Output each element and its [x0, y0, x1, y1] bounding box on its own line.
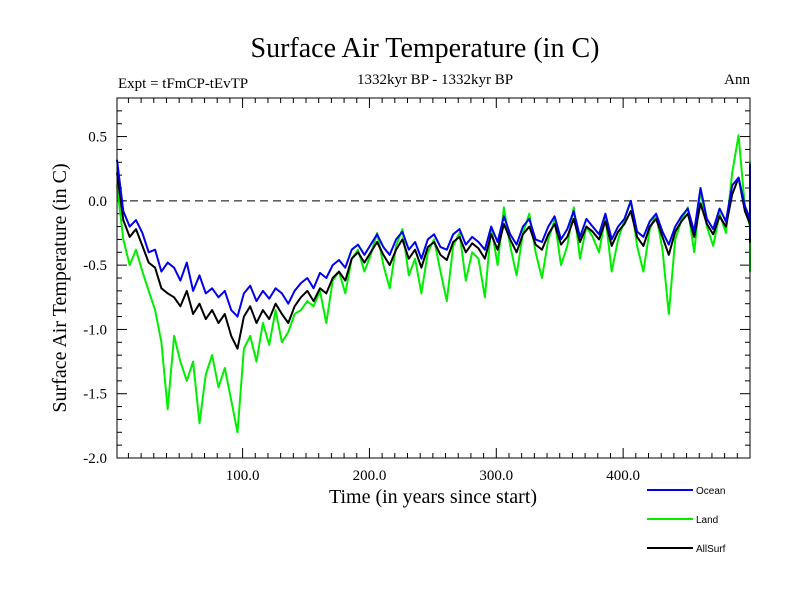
y-tick-label: -0.5	[83, 258, 107, 274]
series-lines	[116, 134, 751, 434]
series-line-land	[116, 134, 751, 434]
axis-tick-labels: 100.0 200.0 300.0 400.0 -2.0 -1.5 -1.0 -0.5 0.0 0…	[83, 130, 640, 484]
y-axis-label: Surface Air Temperature (in C)	[49, 163, 71, 412]
chart-title: Surface Air Temperature (in C)	[251, 33, 600, 64]
x-tick-label: 300.0	[479, 468, 513, 484]
plot-frame	[116, 97, 751, 459]
season-label: Ann	[724, 72, 750, 88]
y-tick-label: 0.5	[88, 130, 107, 146]
y-tick-label: 0.0	[88, 194, 107, 210]
y-tick-label: -2.0	[83, 451, 107, 467]
x-tick-label: 400.0	[606, 468, 640, 484]
x-tick-label: 200.0	[353, 468, 387, 484]
legend-label-land: Land	[696, 515, 718, 526]
y-tick-label: -1.5	[83, 387, 107, 403]
y-tick-label: -1.0	[83, 322, 107, 338]
experiment-label: Expt = tFmCP-tEvTP	[118, 76, 248, 92]
series-line-ocean	[116, 159, 751, 318]
axis-ticks	[117, 98, 750, 458]
legend-label-ocean: Ocean	[696, 486, 725, 497]
x-axis-label: Time (in years since start)	[329, 486, 537, 508]
chart-subtitle: 1332kyr BP - 1332kyr BP	[357, 72, 513, 88]
x-tick-label: 100.0	[226, 468, 260, 484]
legend-label-allsurf: AllSurf	[696, 544, 726, 555]
series-line-allsurf	[116, 172, 751, 350]
legend: Ocean Land AllSurf	[647, 486, 726, 555]
